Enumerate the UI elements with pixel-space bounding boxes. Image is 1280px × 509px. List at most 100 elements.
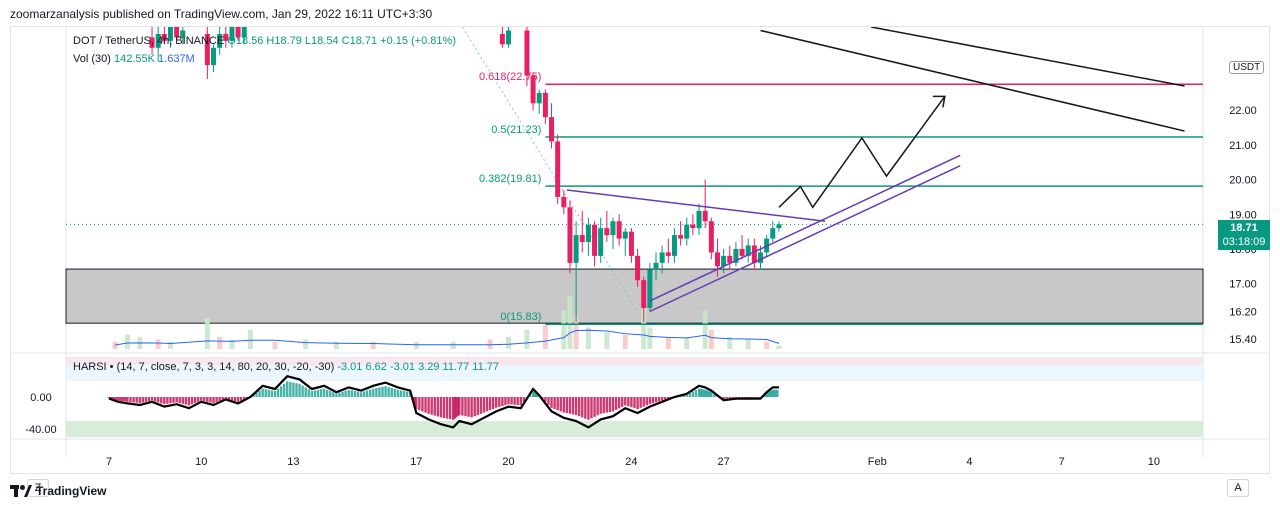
harsi-histogram-bar	[770, 390, 773, 397]
harsi-histogram-bar	[402, 391, 406, 397]
harsi-histogram-bar	[353, 391, 357, 397]
volume-bar	[641, 308, 647, 349]
volume-bar	[217, 337, 223, 349]
time-tick-label: 10	[1148, 456, 1160, 468]
harsi-histogram-bar	[329, 391, 332, 397]
volume-bar	[708, 329, 714, 349]
harsi-histogram-bar	[439, 397, 443, 418]
harsi-histogram-bar	[279, 386, 283, 397]
harsi-histogram-bar	[326, 389, 329, 397]
harsi-histogram-bar	[639, 397, 642, 408]
harsi-histogram-bar	[387, 387, 390, 397]
projection-path	[778, 95, 946, 209]
time-tick-label: 27	[717, 456, 729, 468]
harsi-histogram-bar	[581, 397, 584, 418]
harsi-histogram-bar	[172, 397, 175, 403]
candle-body	[573, 235, 579, 263]
harsi-histogram-bar	[485, 397, 489, 412]
candle-body	[678, 235, 684, 239]
harsi-histogram-bar	[163, 397, 166, 405]
volume-bar	[647, 327, 653, 349]
candle-body	[155, 33, 161, 48]
harsi-histogram-bar	[132, 397, 135, 403]
harsi-histogram-bar	[774, 389, 778, 397]
chart-canvas[interactable]: 0.618(22.75)0.5(21.23)0.382(19.81)0(15.8…	[11, 27, 1269, 473]
candle-body	[211, 47, 217, 66]
candle-body	[628, 231, 634, 256]
candle-body	[714, 252, 720, 267]
harsi-histogram-bar	[702, 389, 705, 397]
volume-bar	[204, 317, 210, 349]
harsi-histogram-bar	[725, 397, 728, 400]
harsi-histogram-bar	[504, 397, 507, 406]
harsi-histogram-bar	[553, 397, 556, 409]
harsi-histogram-bar	[630, 397, 633, 408]
harsi-histogram-bar	[722, 397, 725, 400]
harsi-top-band	[66, 357, 1203, 365]
harsi-histogram-bar	[295, 383, 298, 397]
candle-body	[592, 224, 598, 256]
candle-body	[733, 248, 739, 263]
harsi-histogram-bar	[703, 389, 707, 397]
harsi-histogram-bar	[593, 397, 596, 417]
harsi-histogram-bar	[442, 397, 446, 418]
harsi-histogram-bar	[365, 390, 369, 397]
candle-body	[149, 37, 155, 48]
harsi-histogram-bar	[150, 397, 154, 401]
candle-body	[506, 30, 512, 45]
harsi-histogram-bar	[332, 392, 335, 397]
candle-body	[708, 221, 714, 253]
candle-body	[696, 210, 702, 229]
volume-bar	[567, 296, 573, 349]
harsi-histogram-bar	[771, 389, 774, 397]
harsi-histogram-bar	[160, 397, 163, 404]
harsi-label: HARSI • (14, 7, close, 7, 3, 3, 14, 80, …	[73, 361, 335, 373]
harsi-histogram-bar	[605, 397, 609, 413]
volume-bar	[604, 332, 610, 349]
harsi-histogram-bar	[405, 391, 409, 397]
harsi-histogram-bar	[577, 397, 581, 417]
time-tick-label: 4	[966, 456, 972, 468]
harsi-histogram-bar	[562, 397, 566, 413]
fib-level-label: 0.5(21.23)	[491, 124, 541, 136]
time-tick-label: 7	[106, 456, 112, 468]
volume-bar	[585, 327, 591, 349]
candle-body	[684, 224, 690, 239]
harsi-lower-band	[66, 421, 1203, 437]
descending-resistance-line	[760, 29, 1185, 132]
harsi-histogram-bar	[495, 397, 498, 408]
harsi-histogram-bar	[694, 390, 698, 397]
harsi-histogram-bar	[534, 393, 538, 397]
harsi-histogram-bar	[187, 397, 191, 406]
chart-container[interactable]: 0.618(22.75) 0.5(21.23) 0.382(19.81) 0(15.8…	[10, 26, 1270, 497]
harsi-histogram-bar	[147, 397, 151, 402]
harsi-histogram-bar	[636, 397, 639, 409]
harsi-histogram-bar	[708, 391, 711, 397]
price-tick-label: 21.00	[1229, 140, 1257, 152]
auto-scale-z-button[interactable]: Z	[27, 479, 49, 497]
harsi-histogram-bar	[547, 397, 550, 405]
harsi-histogram-bar	[390, 388, 393, 397]
auto-scale-a-button[interactable]: A	[1227, 479, 1249, 497]
harsi-histogram-bar	[169, 397, 172, 404]
footer-brand[interactable]: TradingView	[10, 484, 106, 498]
harsi-histogram-bar	[141, 397, 145, 403]
harsi-histogram-bar	[624, 397, 627, 406]
harsi-histogram-bar	[144, 397, 148, 402]
price-tick-label: 16.20	[1229, 306, 1257, 318]
candle-body	[499, 33, 505, 45]
harsi-histogram-bar	[682, 395, 685, 397]
currency-unit-badge[interactable]: USDT	[1229, 61, 1265, 74]
harsi-histogram-bar	[218, 397, 221, 401]
harsi-histogram-bar	[621, 397, 624, 407]
harsi-histogram-bar	[413, 397, 416, 405]
harsi-histogram-bar	[461, 397, 464, 416]
candle-body	[235, 27, 241, 38]
harsi-histogram-bar	[519, 397, 522, 406]
harsi-histogram-bar	[264, 389, 267, 397]
harsi-histogram-bar	[286, 381, 289, 397]
harsi-histogram-bar	[765, 393, 768, 397]
volume-bar	[764, 341, 770, 349]
harsi-histogram-bar	[776, 389, 779, 397]
harsi-histogram-bar	[338, 392, 341, 397]
